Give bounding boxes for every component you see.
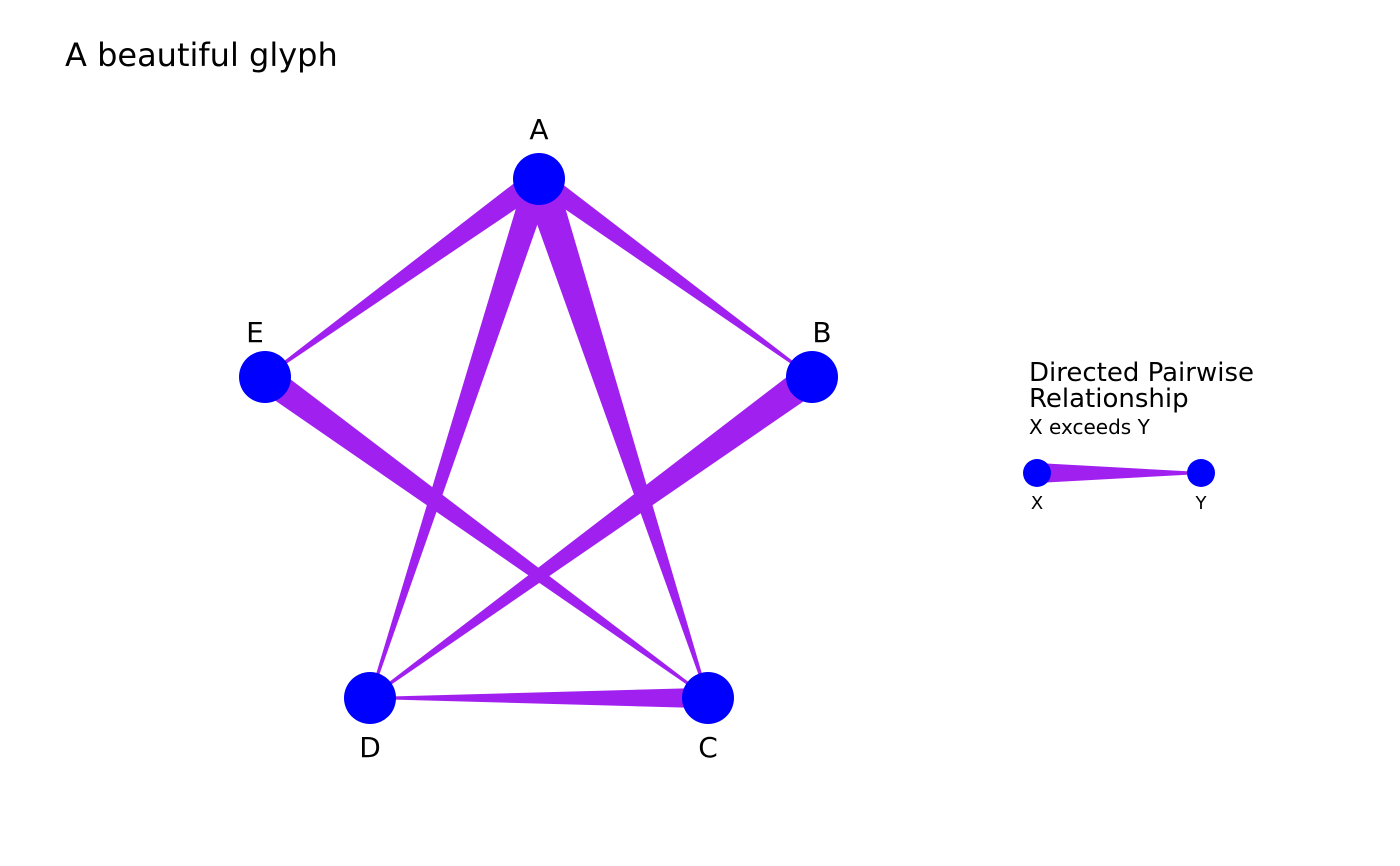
node-label-d: D <box>359 731 381 764</box>
legend-title-line1: Directed Pairwise <box>1029 358 1254 388</box>
legend-subtitle: X exceeds Y <box>1029 415 1151 439</box>
legend-node-x <box>1023 459 1051 487</box>
legend-label-y: Y <box>1195 493 1208 514</box>
node-label-a: A <box>529 113 548 146</box>
node-e <box>239 351 291 403</box>
edge-a-c <box>522 173 709 699</box>
diagram-title: A beautiful glyph <box>65 36 338 74</box>
node-label-e: E <box>246 316 264 349</box>
edge-e-c <box>257 366 709 699</box>
node-label-c: C <box>698 731 718 764</box>
legend-title-line2: Relationship <box>1029 384 1189 414</box>
node-labels-layer: A B C D E <box>246 113 831 764</box>
edge-a-b <box>533 170 813 378</box>
edge-a-e <box>264 169 546 378</box>
node-d <box>344 672 396 724</box>
node-b <box>786 351 838 403</box>
nodes-layer <box>239 153 838 724</box>
edge-b-d <box>369 364 821 699</box>
legend: Directed Pairwise Relationship X exceeds… <box>1023 358 1254 514</box>
node-c <box>682 672 734 724</box>
legend-label-x: X <box>1031 493 1043 514</box>
edge-a-d <box>369 174 552 699</box>
node-label-b: B <box>812 316 831 349</box>
node-a <box>513 153 565 205</box>
legend-edge <box>1037 463 1201 483</box>
edges-layer <box>257 169 821 709</box>
edge-c-d <box>370 687 708 709</box>
legend-node-y <box>1187 459 1215 487</box>
